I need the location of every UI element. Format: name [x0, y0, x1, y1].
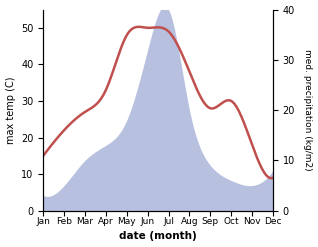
- Y-axis label: med. precipitation (kg/m2): med. precipitation (kg/m2): [303, 49, 313, 171]
- X-axis label: date (month): date (month): [119, 231, 197, 242]
- Y-axis label: max temp (C): max temp (C): [5, 76, 16, 144]
